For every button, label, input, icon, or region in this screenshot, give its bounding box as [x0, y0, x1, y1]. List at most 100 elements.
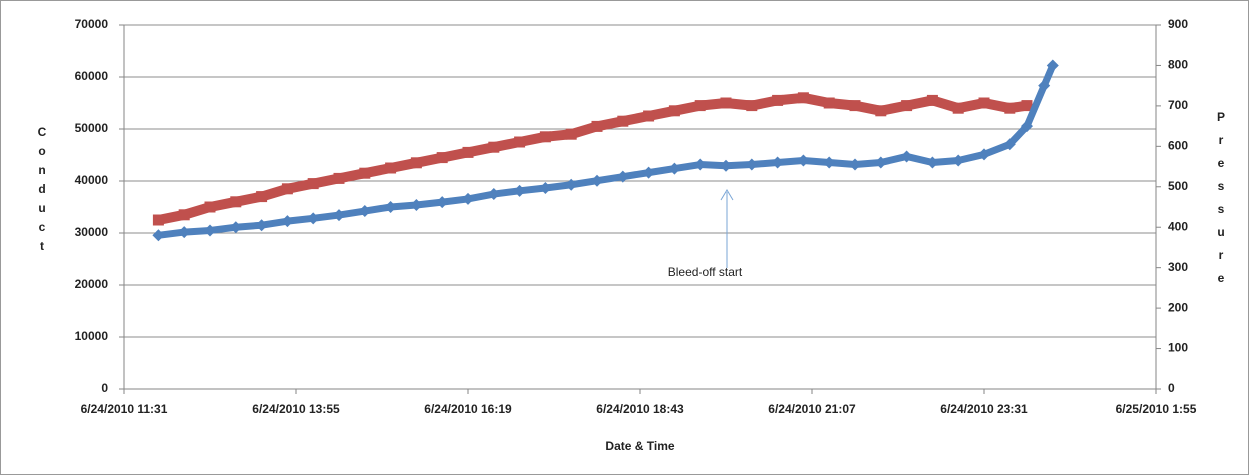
marker — [978, 97, 990, 109]
x-tick-label: 6/24/2010 18:43 — [596, 402, 684, 416]
marker — [797, 154, 810, 167]
marker — [668, 162, 681, 175]
x-tick-label: 6/25/2010 1:55 — [1116, 402, 1197, 416]
marker — [952, 154, 965, 167]
marker — [591, 120, 603, 132]
y-tick-label: 10000 — [75, 329, 109, 343]
marker — [720, 97, 732, 109]
marker — [874, 156, 887, 169]
marker — [849, 100, 861, 112]
marker — [333, 172, 345, 184]
marker — [204, 201, 216, 213]
marker — [772, 94, 784, 106]
y-tick-label: 40000 — [75, 173, 109, 187]
marker — [359, 167, 371, 179]
x-tick-label: 6/24/2010 16:19 — [424, 402, 512, 416]
marker — [488, 141, 500, 153]
marker — [978, 148, 990, 161]
marker — [178, 209, 190, 221]
y2-tick-label: 800 — [1168, 58, 1188, 72]
marker — [462, 146, 474, 158]
marker — [797, 92, 809, 104]
marker — [307, 178, 319, 190]
marker — [539, 181, 552, 194]
marker — [668, 105, 680, 117]
marker — [514, 136, 526, 148]
marker — [229, 221, 242, 234]
marker — [204, 224, 216, 237]
marker — [385, 162, 397, 174]
marker — [230, 196, 242, 208]
marker — [1021, 100, 1033, 112]
x-tick-label: 6/24/2010 11:31 — [81, 402, 168, 416]
y-tick-label: 20000 — [75, 277, 109, 291]
marker — [539, 131, 551, 143]
y-tick-label: 0 — [101, 381, 108, 395]
marker — [745, 158, 758, 171]
marker — [436, 152, 448, 164]
marker — [694, 158, 707, 171]
marker — [900, 150, 913, 163]
marker — [746, 100, 758, 112]
y-tick-label: 50000 — [75, 121, 109, 135]
x-tick-label: 6/24/2010 23:31 — [940, 402, 1028, 416]
x-axis-title: Date & Time — [605, 439, 674, 453]
marker — [462, 192, 474, 205]
marker — [410, 157, 422, 169]
y2-tick-label: 900 — [1168, 17, 1188, 31]
marker — [901, 100, 913, 112]
marker — [849, 158, 861, 171]
marker — [281, 183, 293, 195]
y2-tick-label: 300 — [1168, 260, 1188, 274]
y2-tick-label: 500 — [1168, 179, 1188, 193]
marker — [513, 184, 526, 197]
marker — [152, 229, 165, 242]
y2-tick-label: 100 — [1168, 341, 1188, 355]
marker — [565, 178, 578, 191]
marker — [591, 174, 603, 187]
marker — [1003, 138, 1016, 151]
marker — [720, 159, 732, 172]
marker — [384, 201, 397, 213]
y2-tick-label: 600 — [1168, 139, 1188, 153]
marker — [616, 170, 629, 183]
y2-tick-label: 400 — [1168, 219, 1188, 233]
marker — [178, 226, 191, 239]
marker — [1004, 102, 1016, 114]
marker — [152, 214, 164, 226]
marker — [694, 100, 706, 112]
marker — [256, 191, 268, 203]
marker — [307, 212, 320, 225]
y2-tick-label: 200 — [1168, 300, 1188, 314]
marker — [643, 110, 655, 122]
y-tick-label: 70000 — [75, 17, 109, 31]
marker — [771, 156, 784, 169]
marker — [642, 166, 655, 179]
marker — [823, 156, 836, 169]
annotation-arrowhead — [720, 189, 734, 201]
marker — [875, 105, 887, 117]
marker — [436, 196, 449, 209]
marker — [952, 102, 964, 114]
annotation: Bleed-off start — [668, 265, 743, 279]
marker — [333, 209, 345, 222]
marker — [926, 156, 939, 169]
marker — [565, 128, 577, 140]
marker — [410, 198, 423, 211]
y-tick-label: 60000 — [75, 69, 109, 83]
x-tick-label: 6/24/2010 21:07 — [768, 402, 856, 416]
marker — [281, 215, 294, 228]
y-tick-label: 30000 — [75, 225, 109, 239]
marker — [358, 205, 371, 218]
marker — [617, 115, 629, 127]
y2-tick-label: 700 — [1168, 98, 1188, 112]
marker — [823, 97, 835, 109]
marker — [926, 94, 938, 106]
marker — [1021, 120, 1033, 133]
marker — [255, 219, 268, 232]
marker — [1046, 59, 1059, 72]
